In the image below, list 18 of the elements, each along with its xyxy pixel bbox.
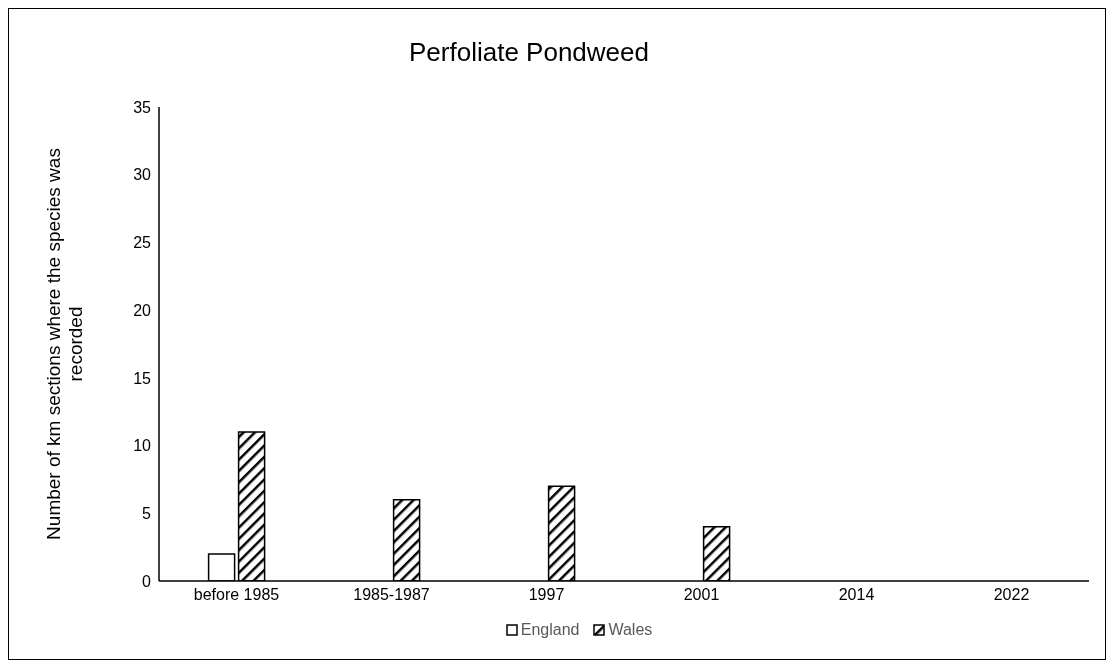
y-tick-label: 0 bbox=[142, 572, 152, 590]
y-tick-label: 20 bbox=[133, 301, 152, 319]
x-tick-label: 2022 bbox=[993, 586, 1030, 604]
y-tick-label: 30 bbox=[133, 166, 152, 184]
x-tick-label: 2001 bbox=[683, 586, 720, 604]
x-tick-label: before 1985 bbox=[193, 586, 280, 604]
y-tick-label: 5 bbox=[142, 504, 152, 522]
legend-label: Wales bbox=[607, 621, 653, 639]
y-tick-label: 10 bbox=[133, 437, 152, 455]
chart-title: Perfoliate Pondweed bbox=[408, 37, 650, 68]
x-tick-label: 2014 bbox=[838, 586, 875, 604]
y-tick-label: 35 bbox=[133, 98, 152, 116]
legend-label: England bbox=[519, 621, 580, 639]
x-tick-label: 1997 bbox=[528, 586, 565, 604]
y-axis-title: Number of km sections where the species was recorded bbox=[43, 148, 86, 540]
y-tick-label: 25 bbox=[133, 234, 152, 252]
y-tick-label: 15 bbox=[133, 369, 152, 387]
x-tick-label: 1985-1987 bbox=[353, 586, 430, 604]
